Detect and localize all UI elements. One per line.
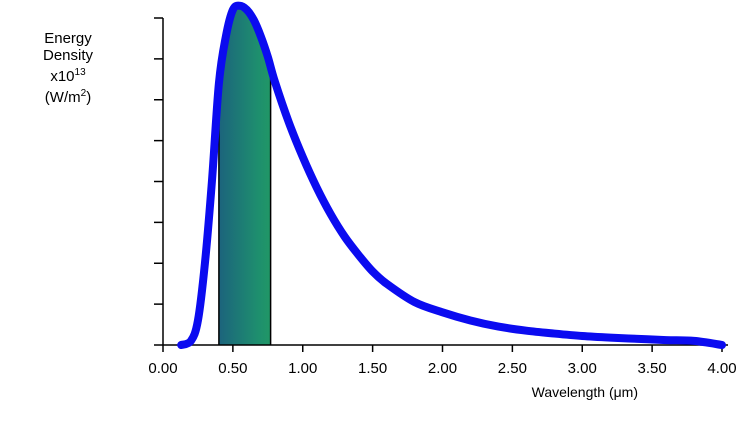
y-axis-label: Energy Density x1013 (W/m2) [18,30,118,106]
x-tick-label: 4.00 [707,360,736,377]
x-tick-label: 3.00 [568,360,597,377]
x-tick-label: 2.00 [428,360,457,377]
x-axis-label: Wavelength (μm) [532,384,638,400]
x-tick-label: 3.50 [638,360,667,377]
visible-spectrum-band [218,8,271,345]
y-label-line-4: (W/m2) [44,88,92,106]
y-label-line-2: Density [42,47,94,64]
x-tick-label: 2.50 [498,360,527,377]
y-label-line-3: x1013 [50,67,86,85]
y-label-line-1: Energy [44,30,92,47]
x-tick-label: 1.50 [358,360,387,377]
x-tick-label: 0.50 [218,360,247,377]
x-tick-label: 0.00 [148,360,177,377]
blackbody-curve [177,1,726,349]
x-tick-label: 1.00 [288,360,317,377]
